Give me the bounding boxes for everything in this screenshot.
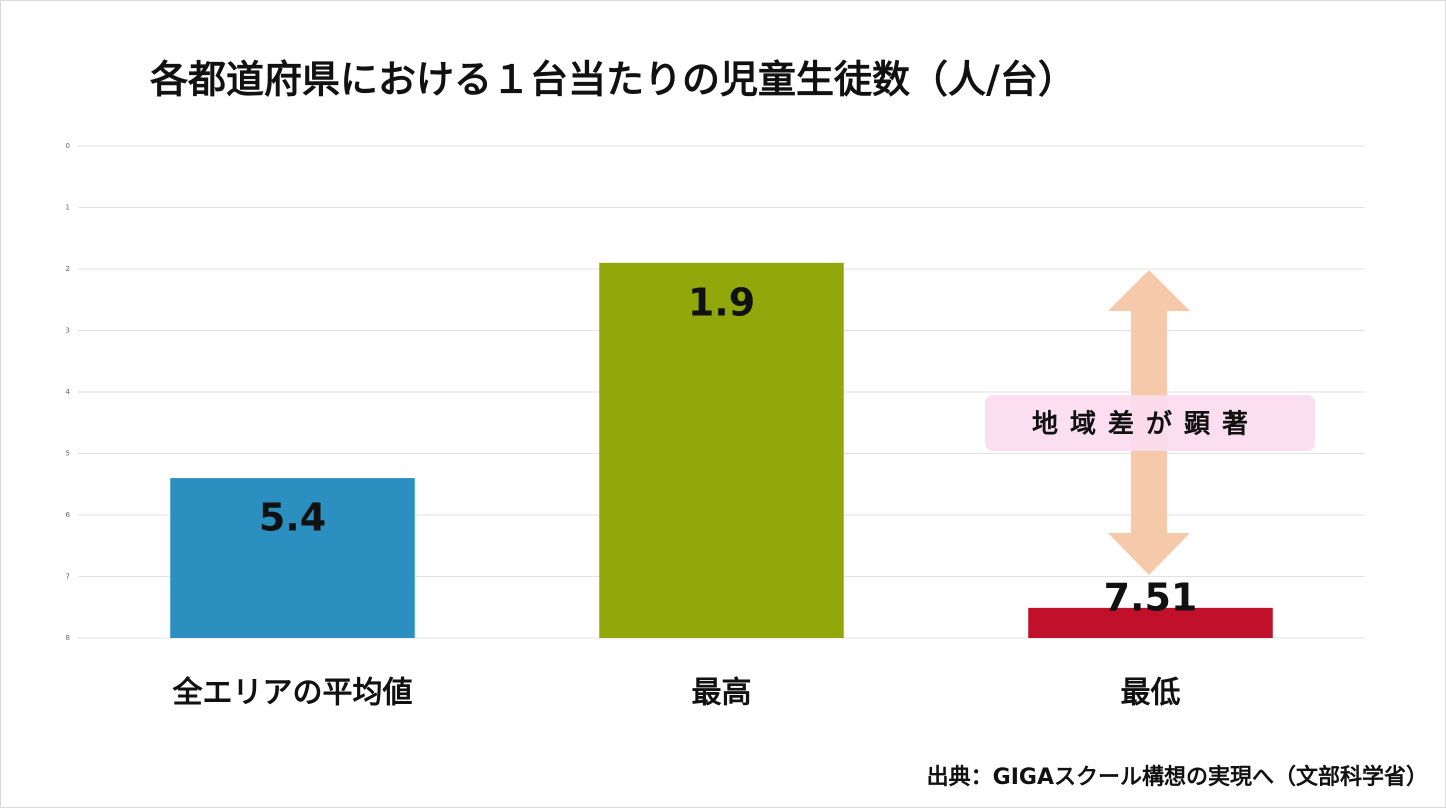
- bar: [599, 262, 844, 638]
- bar: [1028, 607, 1273, 638]
- annotation: 地域差が顕著: [1032, 409, 1260, 440]
- y-tick-label: 4: [66, 388, 71, 396]
- data-label: 1.9: [688, 280, 755, 324]
- data-label: 7.51: [1104, 576, 1198, 620]
- y-tick-label: 5: [66, 450, 70, 458]
- x-tick-label: 最低: [1121, 676, 1181, 711]
- data-label: 5.4: [259, 496, 326, 540]
- y-tick-label: 7: [66, 573, 70, 581]
- x-tick-label: 全エリアの平均値: [172, 676, 413, 711]
- y-tick-label: 3: [66, 327, 70, 335]
- x-tick-label: 最高: [692, 676, 752, 711]
- plot: 0 1 2 3 4 5 6 7 8 5.4 全エリアの平均値 1.9 最高 7.51 最低: [66, 142, 1365, 711]
- y-tick-label: 1: [66, 204, 70, 212]
- bar: [170, 478, 415, 638]
- y-tick-label: 8: [66, 634, 70, 642]
- annotation-box: [985, 395, 1315, 451]
- y-tick-label: 2: [66, 265, 70, 273]
- y-tick-label: 0: [66, 142, 70, 150]
- source: 出典：GIGAスクール構想の実現へ（文部科学省）: [927, 764, 1428, 790]
- annotation-arrow: 地域差が顕著: [985, 270, 1315, 575]
- chart-title: 各都道府県における１台当たりの児童生徒数（人/台）: [150, 58, 1076, 102]
- y-tick-label: 6: [66, 511, 71, 519]
